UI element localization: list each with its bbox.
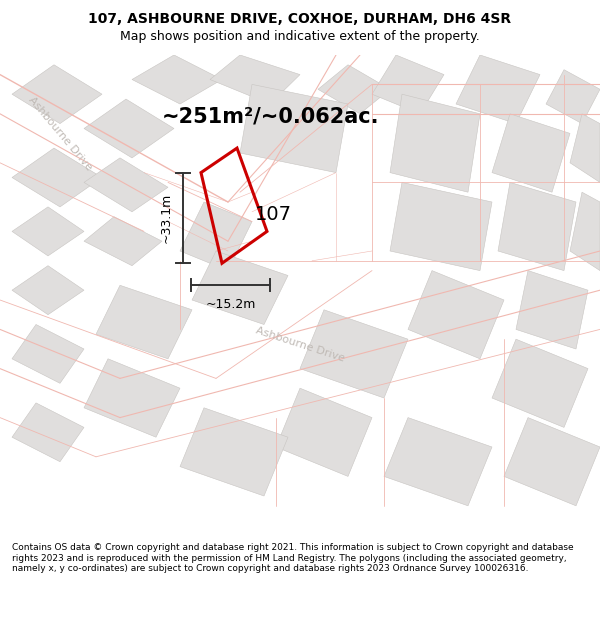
Polygon shape xyxy=(132,55,222,104)
Polygon shape xyxy=(390,94,480,192)
Polygon shape xyxy=(240,84,348,172)
Polygon shape xyxy=(12,207,84,256)
Polygon shape xyxy=(84,158,168,212)
Text: ~15.2m: ~15.2m xyxy=(205,298,256,311)
Polygon shape xyxy=(390,182,492,271)
Polygon shape xyxy=(84,359,180,438)
Polygon shape xyxy=(498,182,576,271)
Polygon shape xyxy=(516,271,588,349)
Polygon shape xyxy=(12,65,102,124)
Polygon shape xyxy=(12,266,84,315)
Polygon shape xyxy=(372,55,444,114)
Polygon shape xyxy=(492,339,588,428)
Text: Ashbourne Drive: Ashbourne Drive xyxy=(26,94,94,172)
Polygon shape xyxy=(408,271,504,359)
Text: 107, ASHBOURNE DRIVE, COXHOE, DURHAM, DH6 4SR: 107, ASHBOURNE DRIVE, COXHOE, DURHAM, DH… xyxy=(88,12,512,26)
Text: 107: 107 xyxy=(254,205,292,224)
Text: ~33.1m: ~33.1m xyxy=(159,192,172,243)
Text: Map shows position and indicative extent of the property.: Map shows position and indicative extent… xyxy=(120,30,480,43)
Polygon shape xyxy=(300,310,408,398)
Polygon shape xyxy=(12,403,84,462)
Polygon shape xyxy=(84,217,162,266)
Polygon shape xyxy=(12,324,84,383)
Polygon shape xyxy=(210,55,300,104)
Polygon shape xyxy=(456,55,540,124)
Polygon shape xyxy=(492,114,570,192)
Polygon shape xyxy=(276,388,372,476)
Polygon shape xyxy=(384,418,492,506)
Polygon shape xyxy=(180,408,288,496)
Text: Ashbourne Drive: Ashbourne Drive xyxy=(254,325,346,363)
Polygon shape xyxy=(570,192,600,271)
Polygon shape xyxy=(180,202,252,271)
Text: Contains OS data © Crown copyright and database right 2021. This information is : Contains OS data © Crown copyright and d… xyxy=(12,544,574,573)
Polygon shape xyxy=(570,114,600,182)
Polygon shape xyxy=(84,99,174,158)
Polygon shape xyxy=(504,418,600,506)
Polygon shape xyxy=(192,251,288,324)
Polygon shape xyxy=(318,65,390,114)
Text: ~251m²/~0.062ac.: ~251m²/~0.062ac. xyxy=(162,106,380,126)
Polygon shape xyxy=(96,285,192,359)
Polygon shape xyxy=(546,70,600,124)
Polygon shape xyxy=(12,148,102,207)
